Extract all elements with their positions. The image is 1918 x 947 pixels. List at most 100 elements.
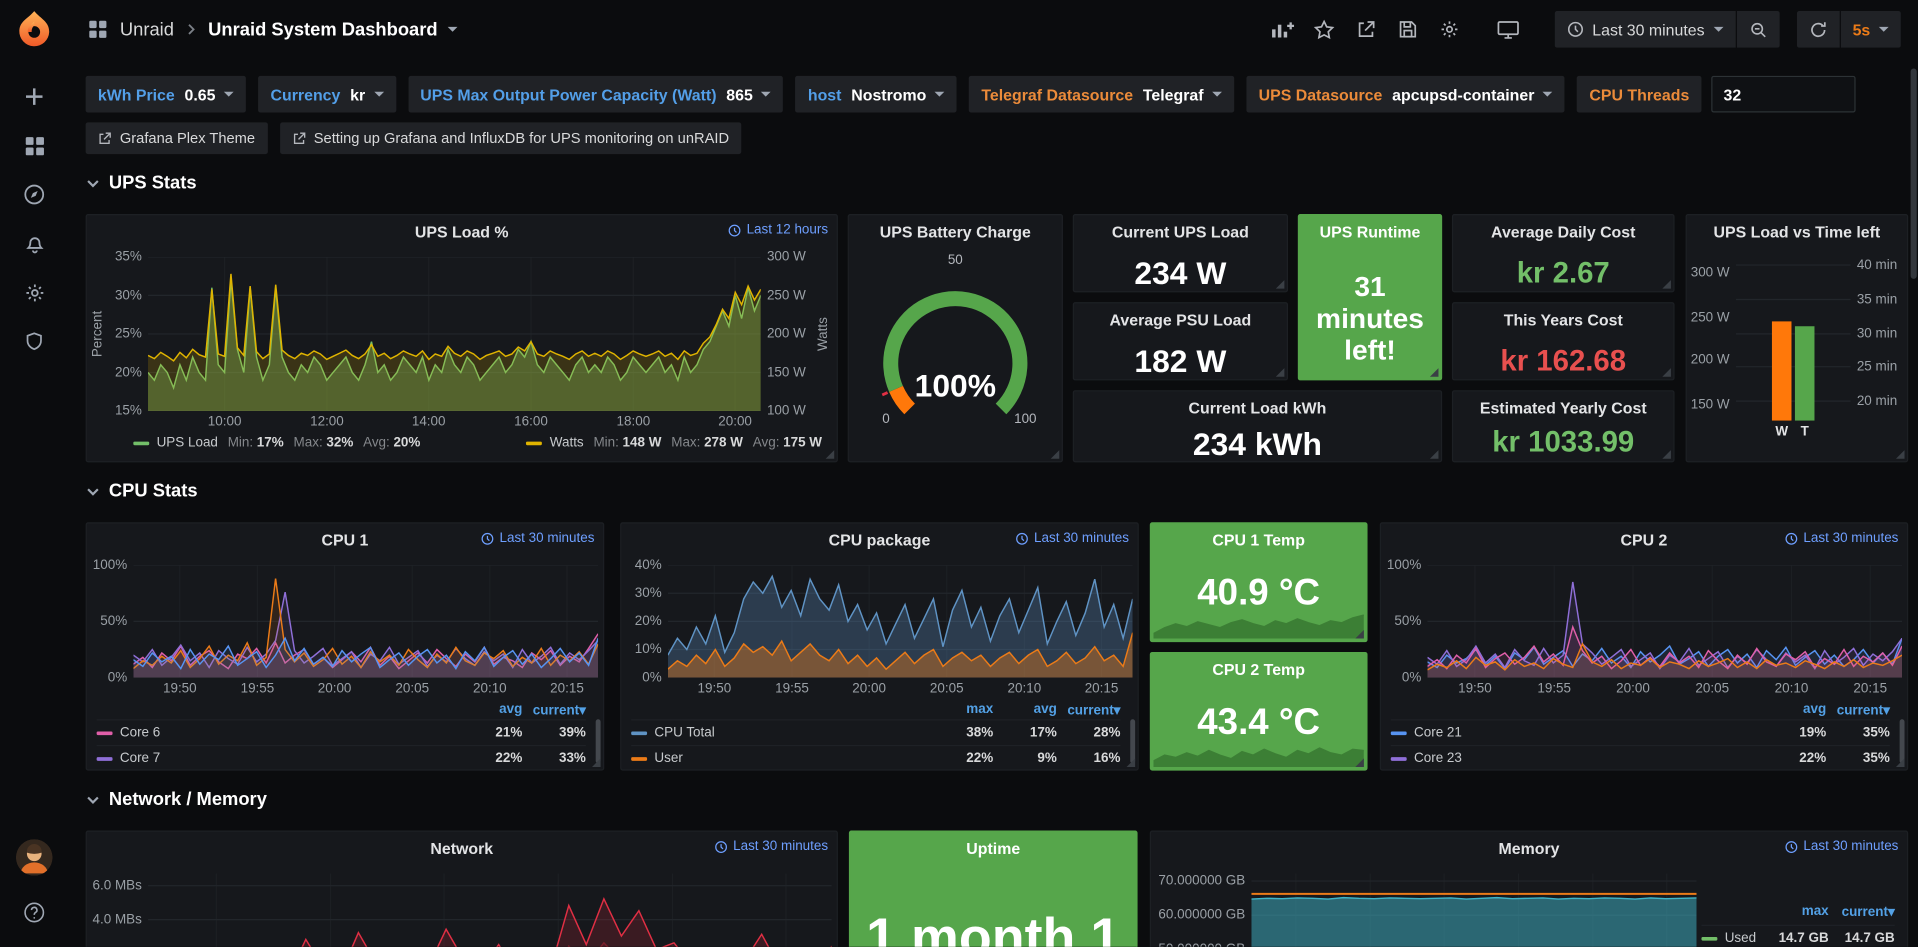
variable-ups-datasource[interactable]: UPS Datasource apcupsd-container: [1246, 75, 1565, 113]
x-axis-ticks: 19:50 19:55 20:00 20:05 20:10 20:15: [1458, 681, 1888, 697]
panel-time-badge[interactable]: Last 30 minutes: [1785, 839, 1898, 854]
add-icon[interactable]: [10, 72, 59, 121]
time-range-picker[interactable]: Last 30 minutes: [1554, 11, 1736, 48]
panel-memory: Memory Last 30 minutes 70.000000 GB 60.00…: [1149, 830, 1909, 947]
panel-ups-load: UPS Load % Last 12 hours Percent 35% 30% 2…: [85, 214, 838, 463]
refresh-interval-picker[interactable]: 5s: [1840, 11, 1901, 48]
refresh-group: 5s: [1796, 11, 1901, 48]
user-avatar[interactable]: [15, 839, 53, 876]
panel-current-load-kwh: Current Load kWh 234 kWh: [1072, 390, 1443, 463]
zoom-out-button[interactable]: [1736, 11, 1780, 48]
variable-host[interactable]: host Nostromo: [795, 75, 957, 113]
y-axis-label-left: Percent: [90, 310, 106, 358]
legend-row[interactable]: Core 6 21% 39%: [96, 719, 586, 745]
panel-cpu1-temp: CPU 1 Temp 40.9 °C: [1149, 522, 1368, 643]
cpu2-chart[interactable]: 19:50 19:55 20:00 20:05 20:10 20:15: [1427, 565, 1903, 696]
caret-down-icon: [1878, 26, 1889, 32]
panel-cpu2-temp: CPU 2 Temp 43.4 °C: [1149, 651, 1368, 771]
panel-time-badge[interactable]: Last 30 minutes: [481, 531, 594, 546]
legend-row[interactable]: User 22% 9% 16%: [631, 744, 1121, 769]
legend-scrollbar[interactable]: [1899, 719, 1905, 764]
kiosk-monitor-icon[interactable]: [1496, 17, 1520, 41]
sidebar: [0, 0, 69, 947]
refresh-icon: [1809, 20, 1827, 38]
explore-compass-icon[interactable]: [10, 170, 59, 219]
admin-shield-icon[interactable]: [10, 317, 59, 366]
legend: avg current▾ Core 21 19% 35% Core 23 22% 35%: [1381, 700, 1907, 770]
panel-current-ups-load: Current UPS Load 234 W: [1072, 214, 1289, 293]
legend-scrollbar[interactable]: [595, 719, 601, 764]
legend-item-watts[interactable]: Watts Min: 148 W Max: 278 W Avg: 175 W: [526, 435, 822, 450]
stat-value: 234 W: [1134, 254, 1227, 292]
legend-scrollbar[interactable]: [1130, 719, 1136, 764]
y-axis-ticks-left: 100% 50% 0%: [1386, 557, 1422, 685]
star-icon[interactable]: [1312, 17, 1336, 41]
dashboard-title[interactable]: Unraid System Dashboard: [208, 18, 438, 40]
variable-ups-max-output[interactable]: UPS Max Output Power Capacity (Watt) 865: [407, 75, 784, 113]
panel-time-badge[interactable]: Last 30 minutes: [1785, 531, 1898, 546]
ups-load-chart[interactable]: 10:00 12:00 14:00 16:00 18:00 20:00: [148, 256, 761, 429]
panel-ups-battery-charge: UPS Battery Charge 0 50 100 100%: [847, 214, 1063, 463]
legend-row[interactable]: Core 23 22% 35%: [1390, 744, 1890, 769]
variable-currency[interactable]: Currency kr: [258, 75, 396, 113]
dashboards-icon[interactable]: [10, 121, 59, 170]
row-network-memory[interactable]: Network / Memory: [86, 789, 267, 810]
battery-gauge[interactable]: 0 50 100 100%: [854, 250, 1057, 457]
dashboard-settings-gear-icon[interactable]: [1437, 17, 1461, 41]
x-axis-ticks: 19:50 19:55 20:00 20:05 20:10 20:15: [162, 681, 584, 697]
cpu-package-chart[interactable]: 19:50 19:55 20:00 20:05 20:10 20:15: [667, 565, 1133, 696]
save-icon[interactable]: [1395, 17, 1419, 41]
external-link-icon: [292, 131, 305, 144]
chevron-right-icon: [184, 22, 199, 37]
alerting-bell-icon[interactable]: [10, 219, 59, 268]
y-axis-ticks-left: 40% 30% 20% 10% 0%: [634, 557, 662, 685]
link-grafana-plex-theme[interactable]: Grafana Plex Theme: [85, 122, 268, 155]
panel-time-badge[interactable]: Last 30 minutes: [1016, 531, 1129, 546]
legend-row[interactable]: CPU Total 38% 17% 28%: [631, 719, 1121, 745]
variable-telegraf-datasource[interactable]: Telegraf Datasource Telegraf: [969, 75, 1235, 113]
configuration-gear-icon[interactable]: [10, 268, 59, 317]
legend-row[interactable]: Core 21 19% 35%: [1390, 719, 1890, 745]
cpu1-chart[interactable]: 19:50 19:55 20:00 20:05 20:10 20:15: [133, 565, 599, 696]
zoom-out-icon: [1749, 20, 1767, 38]
cpu-threads-input[interactable]: 32: [1711, 75, 1856, 113]
help-icon[interactable]: [10, 888, 59, 937]
legend-row[interactable]: Core 7 22% 33%: [96, 744, 586, 769]
page-scrollbar[interactable]: [1910, 68, 1917, 279]
clock-icon: [715, 840, 728, 853]
clock-icon: [1016, 531, 1029, 545]
grafana-logo[interactable]: [13, 9, 55, 51]
row-ups-stats[interactable]: UPS Stats: [86, 172, 197, 193]
row-cpu-stats[interactable]: CPU Stats: [86, 481, 198, 502]
clock-icon: [728, 223, 741, 236]
panel-cpu2: CPU 2 Last 30 minutes 100% 50% 0% 19:50 19:…: [1379, 522, 1909, 771]
legend-row[interactable]: Used 14.7 GB 14.7 GB: [1701, 924, 1895, 947]
refresh-button[interactable]: [1796, 11, 1840, 48]
stat-value: 43.4 °C: [1197, 702, 1321, 743]
apps-grid-icon: [86, 17, 110, 41]
y-axis-ticks-left: 35% 30% 25% 20% 15%: [114, 249, 142, 419]
variable-kwh-price[interactable]: kWh Price 0.65: [85, 75, 247, 113]
stat-value: kr 2.67: [1516, 256, 1610, 290]
stat-value: kr 162.68: [1500, 344, 1627, 378]
share-icon[interactable]: [1354, 17, 1378, 41]
panel-time-badge[interactable]: Last 12 hours: [728, 223, 828, 237]
breadcrumb-folder[interactable]: Unraid: [119, 18, 174, 40]
link-ups-monitoring-guide[interactable]: Setting up Grafana and InfluxDB for UPS …: [279, 122, 742, 155]
panel-estimated-yearly-cost: Estimated Yearly Cost kr 1033.99: [1451, 390, 1675, 463]
breadcrumb: Unraid Unraid System Dashboard: [86, 17, 458, 41]
stat-value: 182 W: [1134, 342, 1227, 380]
add-panel-icon[interactable]: [1271, 17, 1295, 41]
y-axis-ticks-left: 300 W 250 W 200 W 150 W: [1690, 265, 1730, 412]
legend: max avg current▾ CPU Total 38% 17% 28% User 22…: [621, 700, 1137, 770]
legend-item-ups-load[interactable]: UPS Load Min: 17% Max: 32% Avg: 20%: [133, 435, 420, 450]
panel-time-badge[interactable]: Last 30 minutes: [715, 839, 828, 854]
panel-cpu-package: CPU package Last 30 minutes 40% 30% 20% 10%…: [620, 522, 1139, 771]
panel-ups-load-vs-time-left: UPS Load vs Time left 300 W 250 W 200 W 150…: [1685, 214, 1909, 463]
